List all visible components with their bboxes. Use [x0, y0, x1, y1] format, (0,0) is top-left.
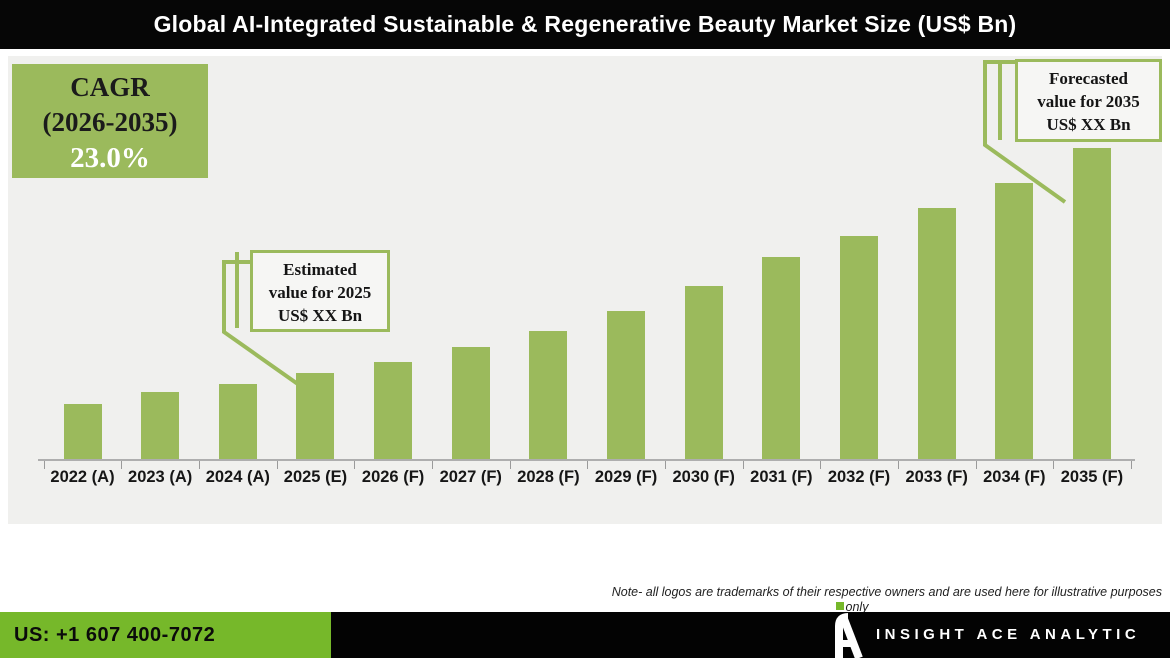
axis-tick [509, 461, 511, 469]
axis-tick [587, 461, 589, 469]
x-axis-label: 2031 (F) [750, 468, 813, 486]
bar-2033 (F) [917, 208, 956, 460]
axis-tick [354, 461, 356, 469]
axis-tick [276, 461, 278, 469]
axis-tick [1130, 461, 1132, 469]
contributors-strip: Market Contributors: L'ORÉAL SHISEIDO ds… [0, 524, 1170, 612]
phone-number: US: +1 607 400-7072 [14, 624, 216, 646]
x-axis-line [38, 459, 1135, 461]
page-title: Global AI-Integrated Sustainable & Regen… [153, 11, 1017, 37]
x-axis-label: 2024 (A) [205, 468, 270, 486]
title-bar: Global AI-Integrated Sustainable & Regen… [0, 0, 1170, 49]
callout-line: Forecasted [1049, 69, 1128, 88]
cagr-period: (2026-2035) [42, 107, 178, 137]
trademark-note-line2: only [845, 600, 869, 614]
axis-tick [431, 461, 433, 469]
bar-2028 (F) [529, 331, 568, 460]
axis-tick [975, 461, 977, 469]
x-axis-label: 2029 (F) [594, 468, 658, 486]
phone-block: US: +1 607 400-7072 [0, 612, 331, 658]
x-axis-label: 2034 (F) [983, 468, 1046, 486]
bar-2029 (F) [607, 311, 646, 460]
x-axis-label: 2027 (F) [439, 468, 502, 486]
callout-line: Estimated [283, 260, 357, 279]
estimated-value-callout: Estimated value for 2025 US$ XX Bn [250, 250, 390, 332]
callout-line: value for 2025 [268, 283, 372, 302]
bar-2030 (F) [684, 286, 723, 460]
x-axis-label: 2030 (F) [672, 468, 735, 486]
axis-tick [664, 461, 666, 469]
x-axis-label: 2033 (F) [905, 468, 968, 486]
x-axis-label: 2025 (E) [283, 468, 348, 486]
bar-2034 (F) [995, 183, 1034, 460]
x-axis-label: 2035 (F) [1060, 468, 1124, 486]
x-axis-label: 2023 (A) [128, 468, 193, 486]
axis-tick [199, 461, 200, 469]
bar-2024 (A) [218, 384, 257, 460]
company-name: INSIGHT ACE ANALYTIC [876, 626, 1141, 643]
axis-tick [742, 461, 744, 469]
bar-2022 (A) [63, 404, 102, 460]
cagr-box: CAGR (2026-2035) 23.0% [12, 64, 208, 178]
x-axis-label: 2022 (A) [50, 468, 115, 486]
trademark-note: Note- all logos are trademarks of their … [552, 585, 1162, 615]
callout-line: value for 2035 [1037, 92, 1140, 111]
forecasted-value-callout: Forecasted value for 2035 US$ XX Bn [1015, 59, 1162, 142]
bar-2027 (F) [451, 347, 490, 460]
axis-tick [820, 461, 822, 469]
insight-ace-logo-icon [835, 602, 863, 658]
chart-panel: CAGR (2026-2035) 23.0% 2022 (A) 2023 (A) 2… [8, 56, 1162, 524]
axis-tick [43, 461, 45, 469]
callout-line: US$ XX Bn [277, 306, 363, 325]
trademark-note-line1: Note- all logos are trademarks of their … [611, 585, 1162, 599]
x-axis-label: 2032 (F) [827, 468, 891, 486]
footer-bar: US: +1 607 400-7072 INSIGHT ACE ANALYTIC [0, 612, 1170, 658]
bar-2032 (F) [840, 236, 878, 460]
cagr-value: 23.0% [70, 142, 150, 174]
bar-2026 (F) [374, 362, 413, 460]
callout-line: US$ XX Bn [1046, 115, 1131, 134]
bar-2023 (A) [141, 392, 180, 460]
bar-2031 (F) [762, 257, 801, 460]
axis-tick [1053, 461, 1055, 469]
cagr-label: CAGR [70, 72, 150, 102]
x-axis-label: 2028 (F) [517, 468, 580, 486]
x-axis-label: 2026 (F) [361, 468, 425, 486]
bar-2025 (E) [296, 373, 335, 460]
bar-2035 (F) [1072, 148, 1111, 460]
axis-tick [897, 461, 899, 469]
axis-tick [121, 461, 123, 469]
